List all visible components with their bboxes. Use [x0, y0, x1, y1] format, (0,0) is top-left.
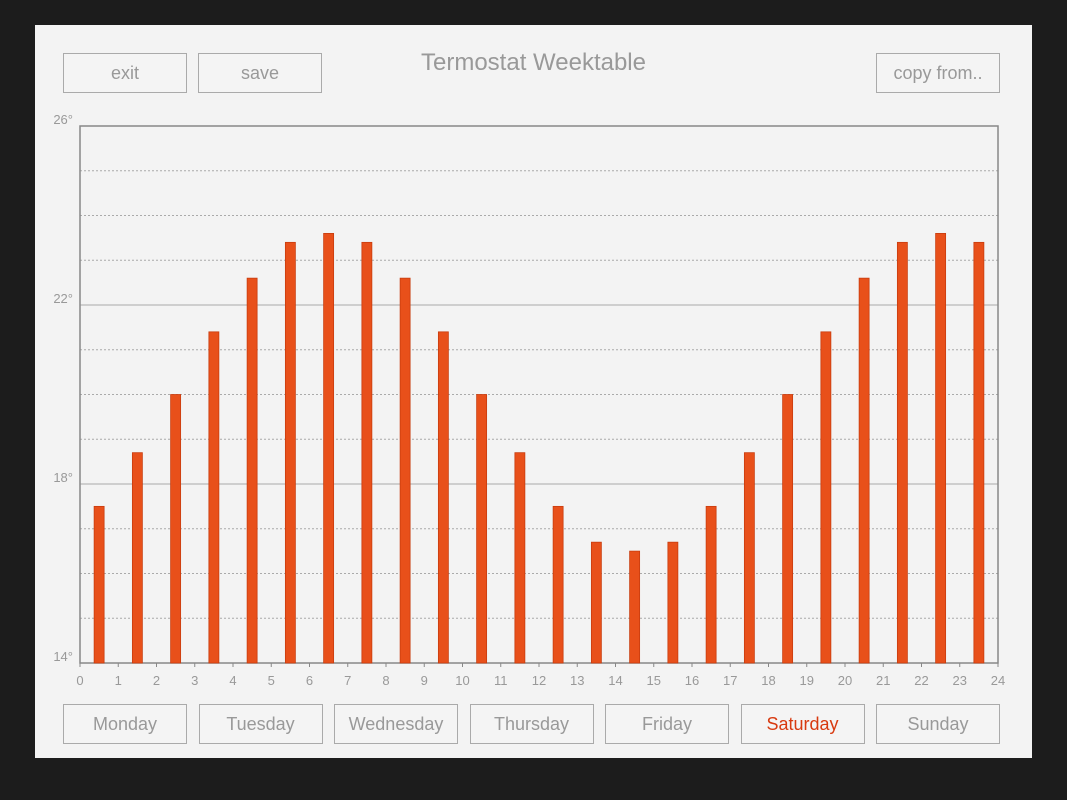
x-tick-label: 4: [229, 673, 236, 688]
x-tick-label: 16: [685, 673, 699, 688]
copy-button[interactable]: copy from..: [876, 53, 1000, 93]
bar: [361, 241, 373, 664]
bar: [935, 232, 947, 664]
bar: [476, 394, 488, 664]
bar: [437, 331, 449, 664]
x-tick-label: 8: [382, 673, 389, 688]
x-tick-label: 5: [268, 673, 275, 688]
bar: [208, 331, 220, 664]
x-tick-label: 7: [344, 673, 351, 688]
save-button[interactable]: save: [198, 53, 322, 93]
x-tick-label: 17: [723, 673, 737, 688]
y-tick-label: 14°: [53, 649, 73, 664]
bar: [131, 452, 143, 664]
x-tick-label: 15: [647, 673, 661, 688]
x-tick-label: 3: [191, 673, 198, 688]
exit-button[interactable]: exit: [63, 53, 187, 93]
x-tick-label: 18: [761, 673, 775, 688]
day-button[interactable]: Sunday: [876, 704, 1000, 744]
x-tick-label: 10: [455, 673, 469, 688]
x-tick-label: 1: [115, 673, 122, 688]
bar: [705, 505, 717, 664]
day-button[interactable]: Monday: [63, 704, 187, 744]
x-tick-label: 24: [991, 673, 1005, 688]
bar: [667, 541, 679, 664]
bar: [820, 331, 832, 664]
x-tick-label: 9: [421, 673, 428, 688]
bar: [858, 277, 870, 664]
bar: [629, 550, 641, 664]
bar: [284, 241, 296, 664]
day-button[interactable]: Saturday: [740, 704, 865, 744]
bar: [246, 277, 258, 664]
bar: [973, 241, 985, 664]
y-tick-label: 26°: [53, 112, 73, 127]
x-tick-label: 20: [838, 673, 852, 688]
y-tick-label: 18°: [53, 470, 73, 485]
day-button[interactable]: Wednesday: [334, 704, 458, 744]
x-tick-label: 6: [306, 673, 313, 688]
bar: [399, 277, 411, 664]
y-tick-label: 22°: [53, 291, 73, 306]
x-tick-label: 23: [953, 673, 967, 688]
x-tick-label: 12: [532, 673, 546, 688]
title: Termostat Weektable: [421, 49, 646, 76]
x-tick-label: 0: [76, 673, 83, 688]
bar: [552, 505, 564, 664]
bar: [782, 394, 794, 664]
x-tick-label: 21: [876, 673, 890, 688]
day-button[interactable]: Friday: [605, 704, 729, 744]
bar: [170, 394, 182, 664]
bar: [590, 541, 602, 664]
bar: [514, 452, 526, 664]
x-tick-label: 14: [608, 673, 622, 688]
bar: [743, 452, 755, 664]
bar: [323, 232, 335, 664]
day-button[interactable]: Thursday: [469, 704, 594, 744]
bar: [896, 241, 908, 664]
x-tick-label: 22: [914, 673, 928, 688]
x-tick-label: 13: [570, 673, 584, 688]
day-button[interactable]: Tuesday: [198, 704, 323, 744]
x-tick-label: 19: [800, 673, 814, 688]
x-tick-label: 2: [153, 673, 160, 688]
x-tick-label: 11: [494, 673, 508, 688]
bar: [93, 505, 105, 664]
